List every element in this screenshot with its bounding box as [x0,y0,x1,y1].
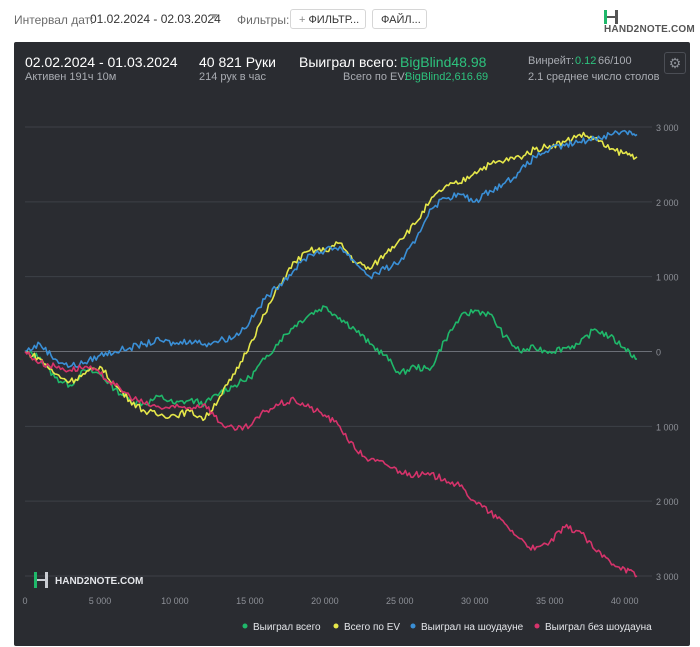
chevron-down-icon[interactable] [210,14,218,19]
x-tick-label: 10 000 [161,596,189,606]
y-tick-label: 3 000 [656,123,679,133]
ev-total-label: Всего по EV: [343,71,408,83]
legend-label: Выиграл без шоудауна [545,621,652,633]
filters-label: Фильтры: [237,13,290,27]
x-tick-label: 0 [22,596,27,606]
hand2note-logo-icon [604,10,618,24]
x-tick-label: 30 000 [461,596,489,606]
winrate-value: 0.12 [575,55,597,67]
legend-marker [410,623,416,629]
x-tick-label: 5 000 [89,596,112,606]
y-tick-label: 3 000 [656,572,679,582]
series-line [24,129,638,369]
brand-logo: HAND2NOTE.COM [604,10,700,35]
legend-marker [242,623,248,629]
legend-marker [333,623,339,629]
x-tick-label: 35 000 [536,596,564,606]
series-line [24,351,638,578]
y-axis-ticks: 3 000 2 000 1 000 0 1 000 2 000 3 000 [656,123,679,582]
filter-button[interactable]: + ФИЛЬТР... [290,9,366,29]
period-text: 02.02.2024 - 01.03.2024 [25,54,178,70]
x-tick-label: 15 000 [236,596,264,606]
file-button-label: ФАЙЛ... [381,14,421,26]
avg-tables: 2.1 среднее число столов [528,71,660,83]
won-total-label: Выиграл всего: [299,54,398,70]
series-line [24,131,638,422]
gear-icon: ⚙ [668,55,682,71]
filter-button-label: ФИЛЬТР... [308,14,360,26]
hands-count: 40 821 Руки [199,54,276,70]
watermark-bar-left [34,572,37,588]
logo-text: HAND2NOTE.COM [604,24,695,35]
y-tick-label: 0 [656,348,661,358]
date-interval-select[interactable]: 01.02.2024 - 02.03.2024 [90,12,221,26]
chart-grid [25,126,652,577]
watermark-text: HAND2NOTE.COM [55,576,143,587]
legend-label: Выиграл всего [253,622,321,633]
y-tick-label: 1 000 [656,422,679,432]
watermark-bar-mid [37,579,45,581]
hands-per-hour: 214 рук в час [199,71,267,83]
date-interval-label: Интервал дат: [14,13,94,27]
winrate-label: Винрейт: [528,55,575,67]
plus-icon: + [299,14,306,26]
chart-legend: Выиграл всего Всего по EV Выиграл на шоуда… [242,621,652,633]
x-tick-label: 20 000 [311,596,339,606]
series-line [24,305,638,408]
x-tick-label: 40 000 [611,596,639,606]
x-tick-label: 25 000 [386,596,414,606]
watermark-logo: HAND2NOTE.COM [34,572,143,588]
y-tick-label: 2 000 [656,497,679,507]
toolbar: Интервал дат: 01.02.2024 - 02.03.2024 Фи… [0,0,700,40]
legend-label: Всего по EV [344,622,400,633]
file-button[interactable]: ФАЙЛ... [372,9,427,29]
y-tick-label: 2 000 [656,198,679,208]
legend-label: Выиграл на шоудауне [421,622,524,633]
active-time: Активен 191ч 10м [25,71,117,83]
x-axis-ticks: 0 5 000 10 000 15 000 20 000 25 000 30 000 35 0… [22,596,638,606]
legend-marker [534,623,540,629]
ev-total-value: BigBlind2,616.69 [405,71,489,83]
y-tick-label: 1 000 [656,273,679,283]
watermark-bar-right [45,572,48,588]
won-total-value: BigBlind48.98 [400,54,487,70]
winrate-extra: 66/100 [598,55,632,67]
settings-button[interactable]: ⚙ [664,52,686,74]
chart-series [24,129,638,578]
